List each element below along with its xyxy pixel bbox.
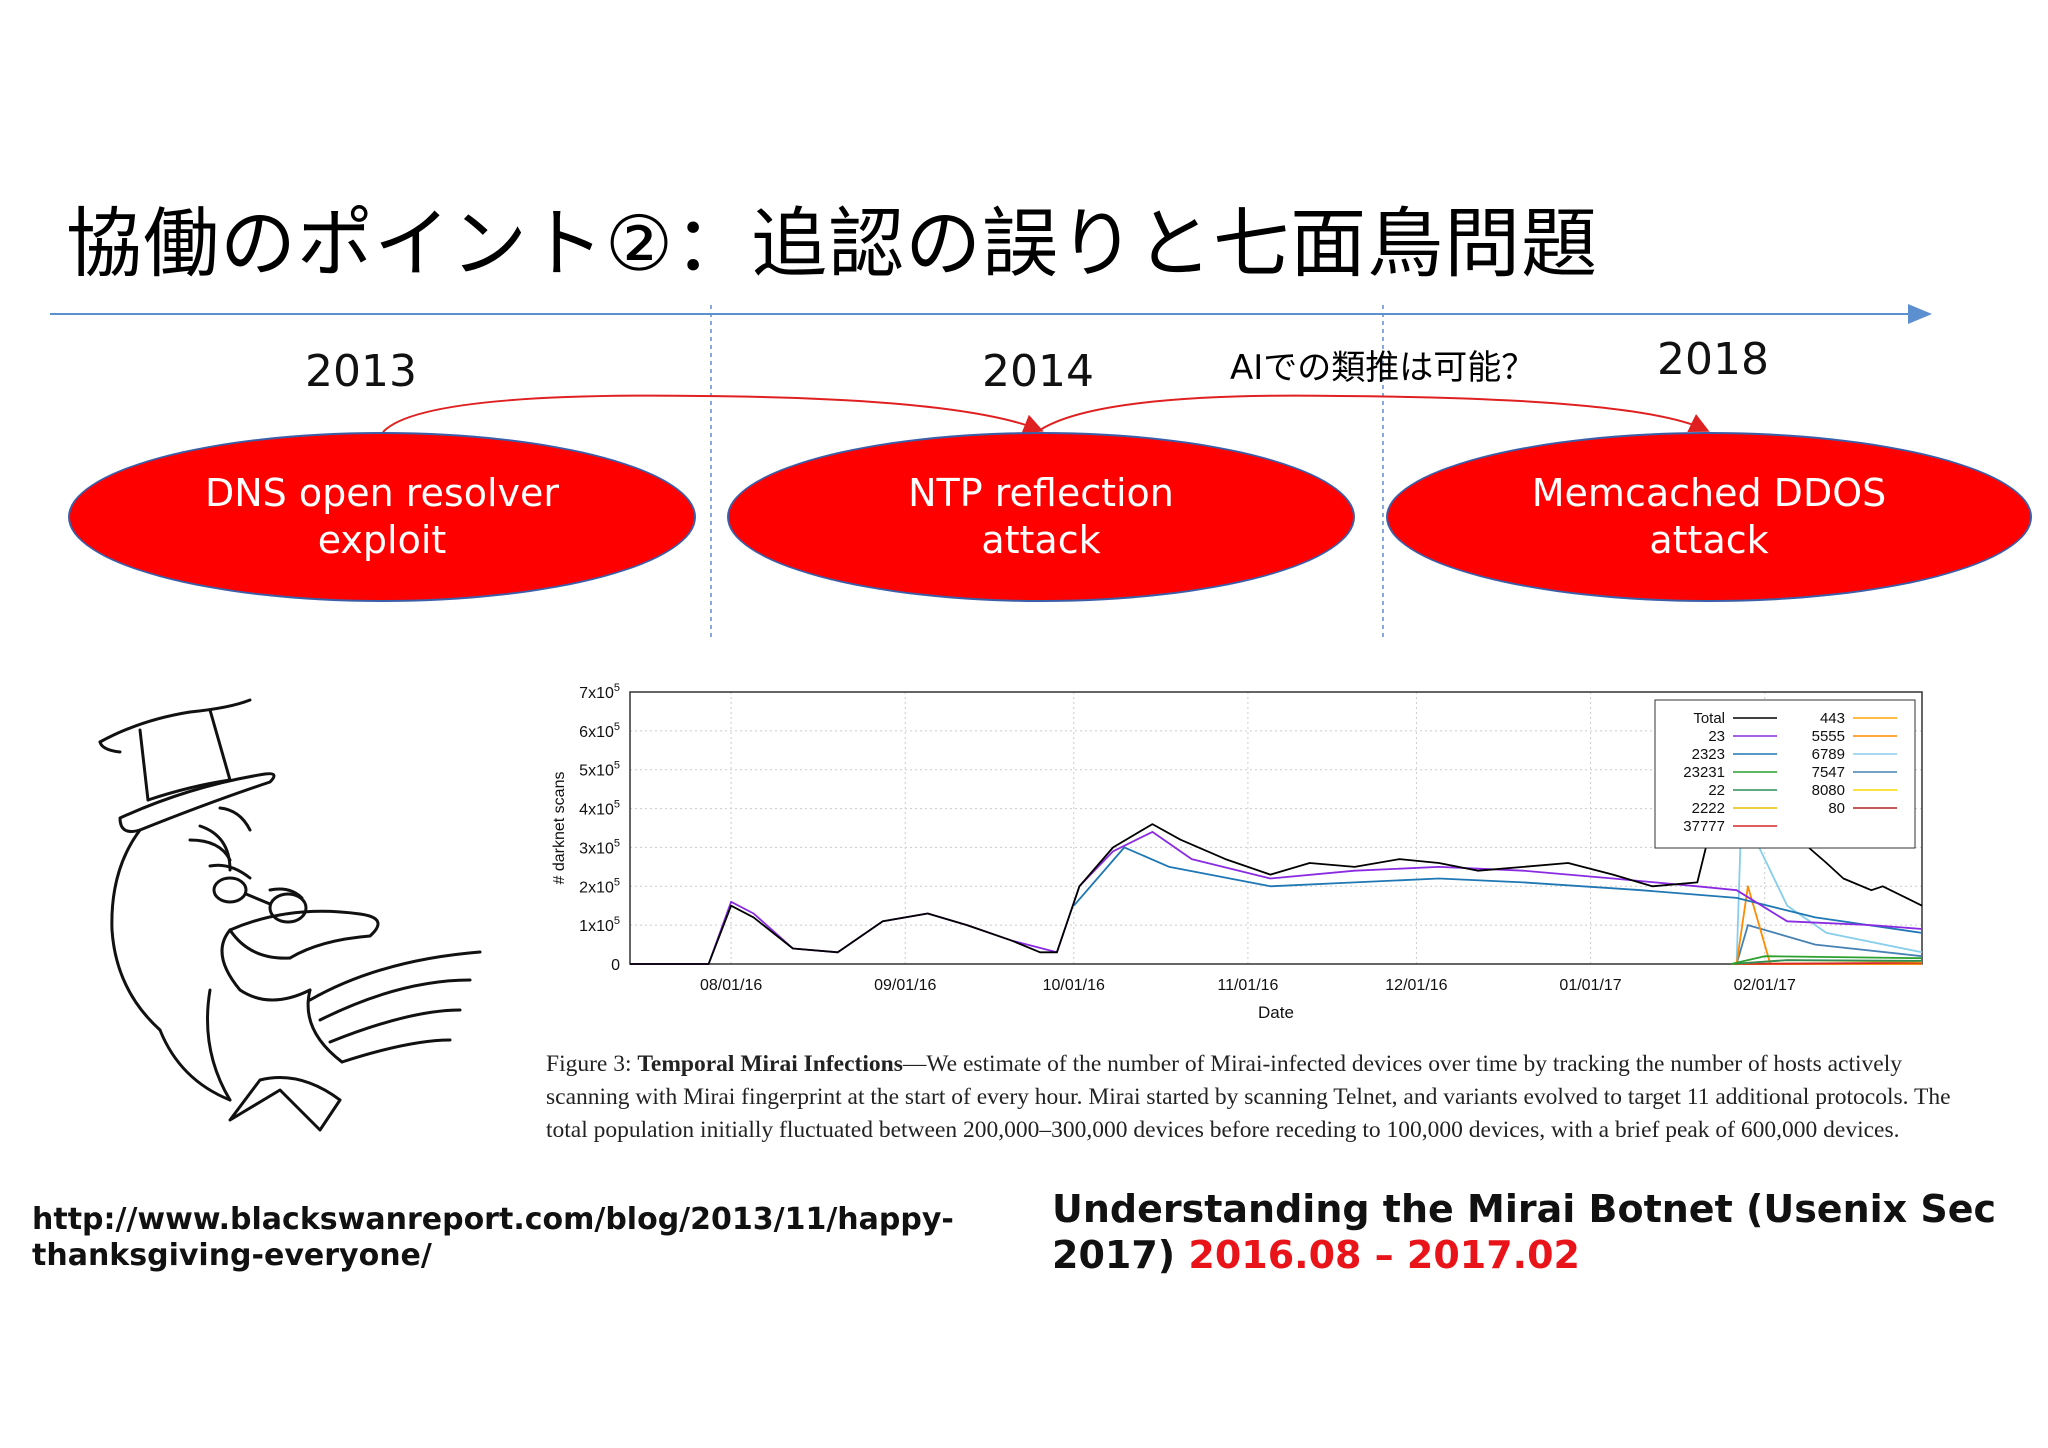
series-line-2323 bbox=[1073, 846, 1923, 934]
year-2014: 2014 bbox=[982, 346, 1094, 397]
legend-label: 7547 bbox=[1812, 764, 1845, 781]
turkey-sketch-icon bbox=[98, 698, 482, 1132]
mirai-infections-chart: 0 1x105 2x105 3x105 4x105 5x105 6x105 7x105 08/0… bbox=[551, 682, 1923, 1022]
event-label: Memcached DDOS bbox=[1531, 471, 1887, 515]
x-axis-label: Date bbox=[1258, 1003, 1294, 1022]
y-tick-label: 5x105 bbox=[579, 760, 620, 780]
y-tick-label: 2x105 bbox=[579, 876, 620, 896]
legend-box bbox=[1654, 699, 1916, 849]
event-label: attack bbox=[1649, 518, 1769, 562]
legend-label: 6789 bbox=[1812, 746, 1845, 763]
series-line-37777 bbox=[1730, 961, 1923, 965]
caption-bold-title: Temporal Mirai Infections bbox=[637, 1051, 903, 1077]
caption-text: —We estimate of the number of Mirai-infe… bbox=[546, 1051, 1951, 1143]
y-tick-label: 3x105 bbox=[579, 837, 620, 857]
x-tick-label: 02/01/17 bbox=[1734, 977, 1796, 994]
event-label: DNS open resolver bbox=[204, 471, 560, 515]
series-line-23231 bbox=[1730, 955, 1923, 965]
caption-label: Figure 3: bbox=[546, 1051, 632, 1077]
y-tick-label: 1x105 bbox=[579, 915, 620, 935]
y-tick-label: 4x105 bbox=[579, 799, 620, 819]
year-2018: 2018 bbox=[1657, 334, 1769, 385]
x-tick-label: 12/01/16 bbox=[1385, 977, 1447, 994]
x-tick-label: 09/01/16 bbox=[874, 977, 936, 994]
legend-label: 2323 bbox=[1692, 746, 1725, 763]
x-tick-label: 11/01/16 bbox=[1217, 977, 1278, 994]
event-memcached-ddos: Memcached DDOS attack bbox=[1386, 432, 2032, 602]
y-tick-label: 0 bbox=[611, 957, 620, 974]
legend-label: 443 bbox=[1820, 710, 1845, 727]
source-url: http://www.blackswanreport.com/blog/2013… bbox=[32, 1202, 954, 1273]
event-label: exploit bbox=[317, 518, 447, 562]
event-label: attack bbox=[981, 518, 1101, 562]
series-line-22 bbox=[1730, 959, 1923, 965]
y-tick-label: 7x105 bbox=[579, 682, 620, 702]
x-tick-label: 01/01/17 bbox=[1559, 977, 1621, 994]
y-tick-label: 6x105 bbox=[579, 721, 620, 741]
ai-question: AIでの類推は可能？ bbox=[1230, 348, 1536, 388]
timeline-graphic bbox=[50, 304, 1932, 640]
legend-label: 23 bbox=[1708, 728, 1725, 745]
legend-label: 80 bbox=[1828, 800, 1845, 817]
reference: Understanding the Mirai Botnet (Usenix S… bbox=[1052, 1186, 2012, 1278]
link-curve-2 bbox=[1039, 394, 1710, 433]
event-dns-open-resolver: DNS open resolver exploit bbox=[68, 432, 696, 602]
event-ntp-reflection: NTP reflection attack bbox=[727, 432, 1355, 602]
slide-title: 協働のポイント②：追認の誤りと七面鳥問題 bbox=[66, 199, 1599, 288]
x-tick-label: 10/01/16 bbox=[1043, 977, 1105, 994]
legend-label: 22 bbox=[1708, 782, 1725, 799]
link-curve-1 bbox=[382, 394, 1044, 434]
event-label: NTP reflection bbox=[908, 471, 1174, 515]
x-tick-label: 08/01/16 bbox=[700, 977, 762, 994]
series-line-7547 bbox=[1735, 924, 1923, 965]
legend-label: 5555 bbox=[1812, 728, 1845, 745]
reference-dates: 2016.08 – 2017.02 bbox=[1188, 1233, 1580, 1277]
figure-caption: Figure 3: Temporal Mirai Infections—We e… bbox=[546, 1048, 1952, 1147]
reference-text: Understanding the Mirai Botnet (Usenix S… bbox=[1052, 1187, 1997, 1277]
year-2013: 2013 bbox=[305, 346, 417, 397]
legend-label: 8080 bbox=[1812, 782, 1845, 799]
y-axis-label: # darknet scans bbox=[551, 772, 568, 885]
legend-label: 2222 bbox=[1692, 800, 1725, 817]
plot-frame bbox=[629, 691, 1923, 965]
legend-label: 23231 bbox=[1683, 764, 1725, 781]
legend-label: Total bbox=[1693, 710, 1725, 727]
legend-label: 37777 bbox=[1683, 818, 1725, 835]
